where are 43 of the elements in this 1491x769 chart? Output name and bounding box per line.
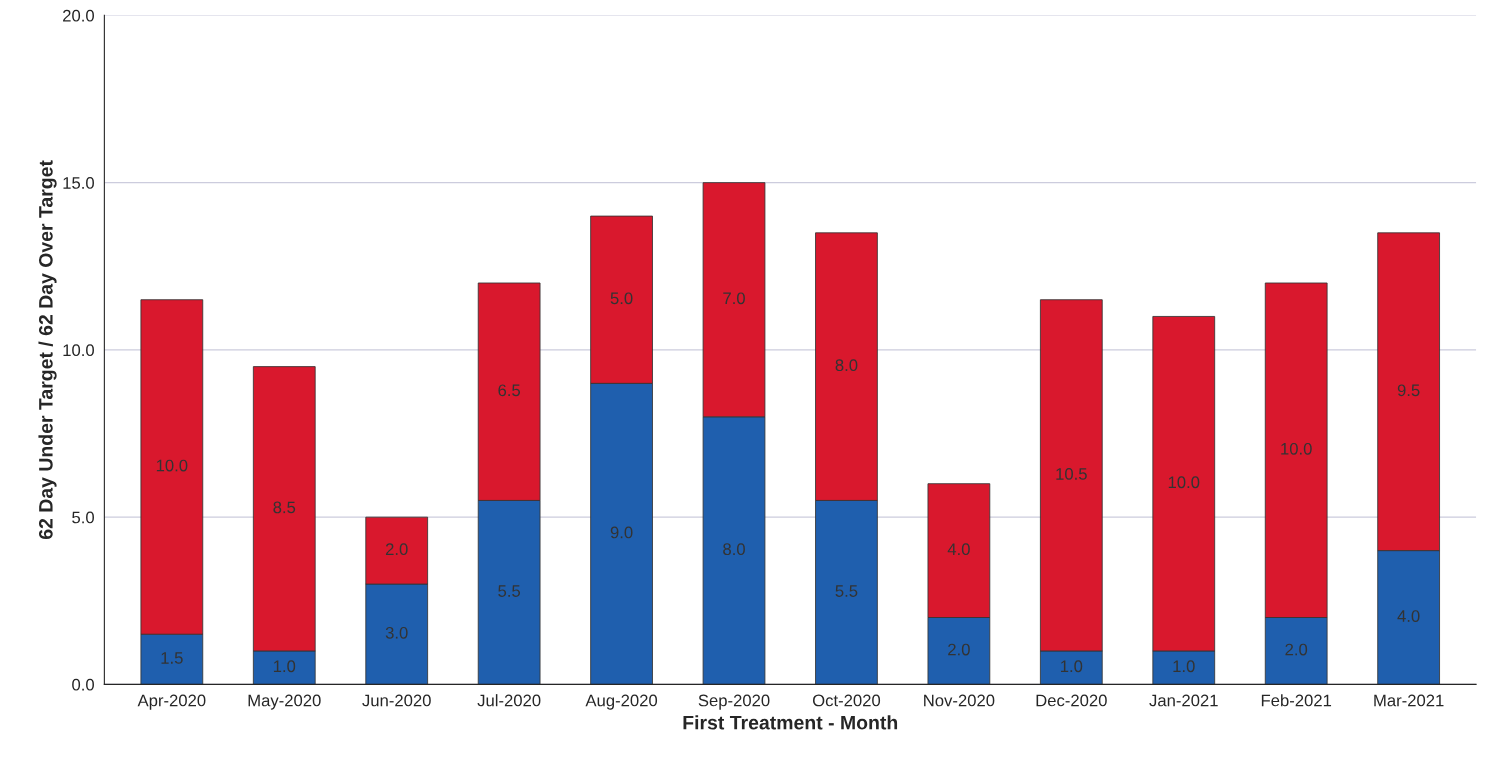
data-label: 4.0	[1397, 610, 1420, 622]
data-label: 5.0	[610, 292, 633, 305]
data-label: 7.0	[723, 292, 745, 305]
x-tick-label: Sep-2020	[698, 694, 770, 710]
data-label: 8.0	[835, 359, 858, 372]
x-tick-label: May-2020	[248, 694, 321, 710]
data-label: 4.0	[947, 543, 970, 556]
x-tick-label: Apr-2020	[137, 694, 206, 710]
data-label: 5.5	[835, 585, 858, 597]
data-label: 5.5	[498, 585, 521, 597]
x-tick-label: Oct-2020	[812, 694, 881, 707]
x-axis-title: First Treatment - Month	[683, 715, 898, 730]
x-tick-label: Dec-2020	[1036, 694, 1107, 707]
data-label: 2.0	[948, 643, 970, 656]
x-tick-label: Nov-2020	[924, 694, 995, 707]
x-tick-label: Jun-2020	[362, 694, 431, 707]
data-label: 2.0	[385, 543, 408, 556]
x-tick-label: Jul-2020	[477, 694, 541, 707]
data-label: 10.0	[1168, 476, 1200, 489]
y-axis-title: 62 Day Under Target / 62 Day Over Target	[38, 160, 57, 540]
data-label: 10.0	[1281, 442, 1312, 455]
x-tick-label: Aug-2020	[585, 694, 658, 710]
data-label: 8.0	[723, 543, 745, 556]
data-label: 9.0	[610, 526, 633, 539]
data-label: 6.5	[498, 384, 521, 397]
data-label: 9.5	[1397, 384, 1420, 397]
data-label: 1.0	[1061, 660, 1083, 673]
y-tick-label: 5.0	[72, 511, 94, 524]
y-tick-label: 0.0	[72, 678, 94, 691]
x-tick-label: Jan-2021	[1149, 694, 1218, 707]
data-label: 2.0	[1285, 643, 1308, 656]
y-tick-label: 20.0	[63, 9, 94, 22]
data-label: 1.5	[161, 652, 183, 664]
y-tick-label: 10.0	[63, 344, 94, 357]
x-tick-label: Feb-2021	[1261, 694, 1332, 707]
data-label: 10.5	[1056, 468, 1087, 480]
data-label: 1.0	[273, 660, 296, 673]
x-tick-label: Mar-2021	[1374, 694, 1444, 707]
data-label: 8.5	[273, 501, 296, 514]
data-label: 1.0	[1173, 660, 1195, 673]
data-label: 3.0	[385, 626, 408, 639]
y-tick-label: 15.0	[63, 177, 94, 189]
data-label: 10.0	[156, 459, 188, 472]
